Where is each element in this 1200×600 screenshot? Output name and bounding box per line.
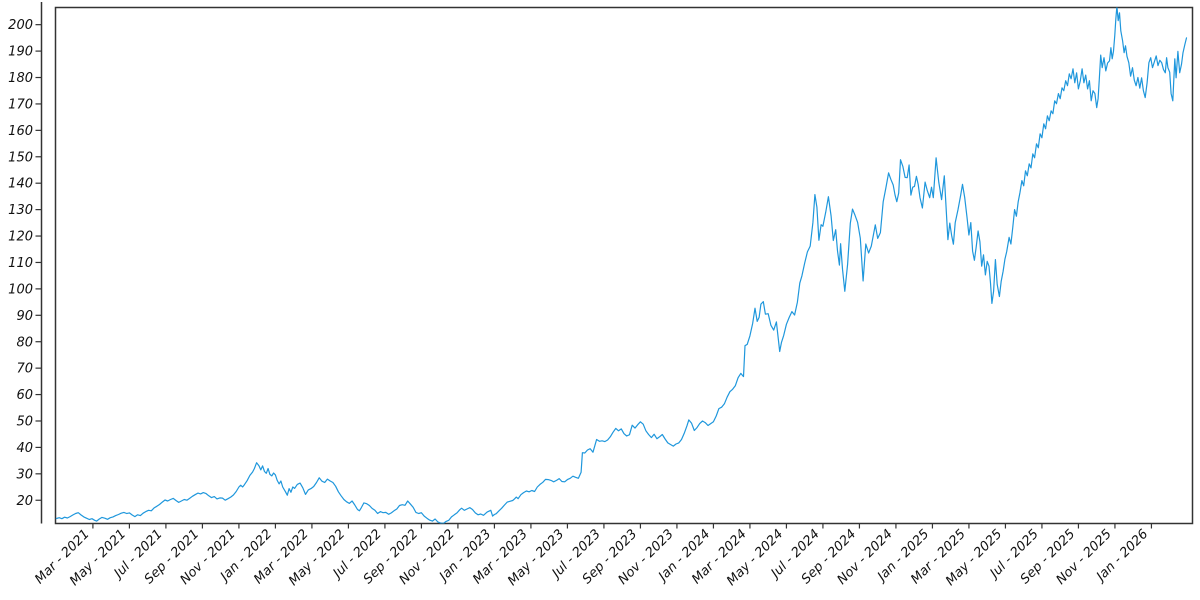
- y-axis-tick-label: 180: [8, 71, 33, 86]
- y-axis-tick-label: 120: [8, 230, 33, 245]
- y-axis-tick-label: 60: [16, 388, 33, 403]
- y-axis-tick-label: 100: [8, 282, 33, 297]
- price-line: [55, 7, 1188, 524]
- y-axis-tick-label: 50: [16, 415, 33, 430]
- y-axis-tick-label: 150: [8, 150, 33, 165]
- y-axis-tick-label: 40: [16, 441, 33, 456]
- y-axis-tick-label: 200: [8, 18, 33, 33]
- y-axis-tick-label: 170: [8, 97, 33, 112]
- y-axis-tick-label: 190: [8, 45, 33, 60]
- y-axis-tick-label: 90: [16, 309, 33, 324]
- y-axis-tick-label: 160: [8, 124, 33, 139]
- y-axis-tick-label: 20: [16, 494, 33, 509]
- y-axis-tick-label: 30: [16, 467, 33, 482]
- y-axis-tick-label: 110: [8, 256, 33, 271]
- y-axis-tick-label: 140: [8, 177, 33, 192]
- y-axis-tick-label: 130: [8, 203, 33, 218]
- y-axis-tick-label: 70: [16, 362, 33, 377]
- y-axis-tick-label: 80: [16, 335, 33, 350]
- plot-border: [54, 6, 1194, 525]
